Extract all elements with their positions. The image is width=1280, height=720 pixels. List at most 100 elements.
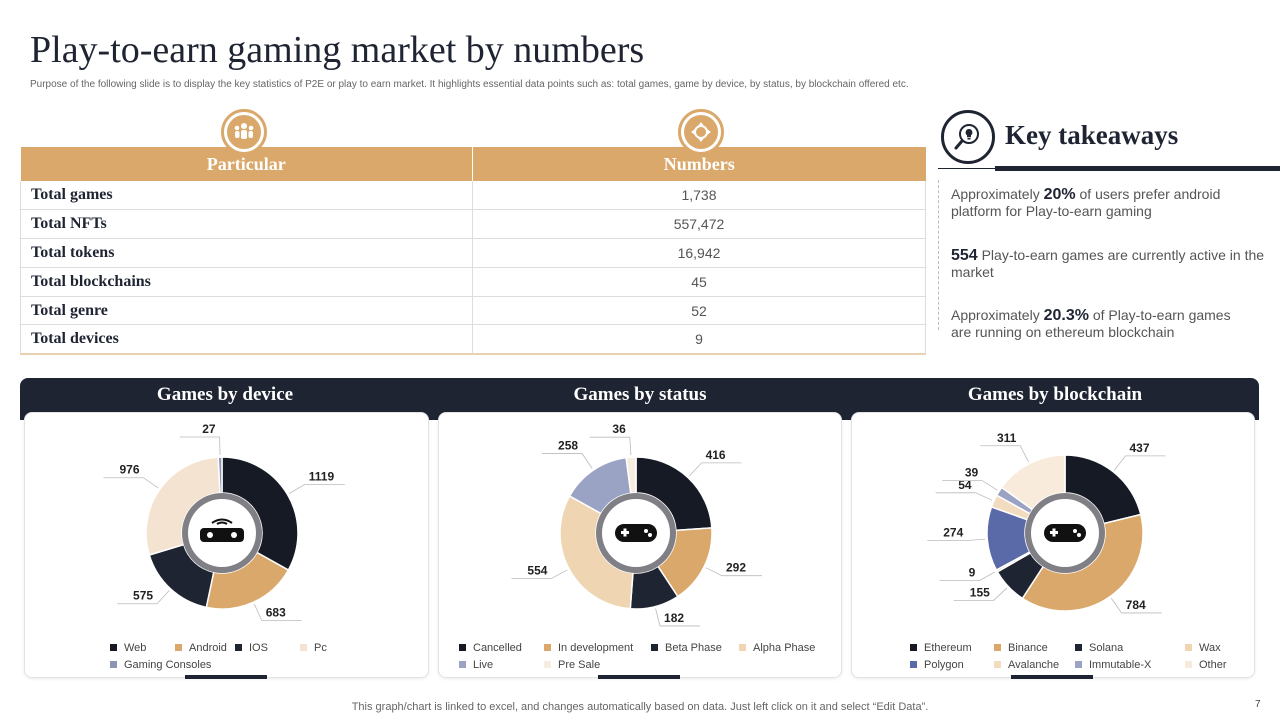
legend-label: Other xyxy=(1199,659,1227,671)
legend-item: Wax xyxy=(1185,642,1221,654)
legend-label: Gaming Consoles xyxy=(124,659,212,671)
leader-line xyxy=(939,571,996,582)
chart-title-status: Games by status xyxy=(573,384,707,405)
data-label: 554 xyxy=(527,563,547,577)
panel-accent-bar xyxy=(1011,675,1093,679)
divider xyxy=(938,168,998,169)
data-label: 258 xyxy=(558,439,578,453)
legend-label: Pre Sale xyxy=(558,659,601,671)
takeaway-item: Approximately 20% of users prefer androi… xyxy=(951,186,1221,219)
legend-label: Avalanche xyxy=(1008,659,1060,671)
row-label: Total devices xyxy=(20,324,473,355)
legend-label: Immutable-X xyxy=(1089,659,1152,671)
legend-label: Solana xyxy=(1089,642,1124,654)
people-icon xyxy=(221,109,267,155)
gamepad-icon xyxy=(615,524,657,542)
chart-panel-status: 416 292 182 554 258 36 Cancelled In developmen… xyxy=(438,412,842,678)
leader-line xyxy=(103,477,159,489)
legend-item: Gaming Consoles xyxy=(110,659,211,671)
legend-item: Pc xyxy=(300,642,327,654)
data-label: 416 xyxy=(706,448,726,462)
leader-line xyxy=(655,608,701,627)
footer-note: This graph/chart is linked to excel, and… xyxy=(351,701,929,713)
divider xyxy=(995,166,1280,171)
legend-item: Binance xyxy=(994,642,1048,654)
page-title: Play-to-earn gaming market by numbers xyxy=(30,29,645,71)
data-label: 274 xyxy=(943,526,963,540)
chart-panel-blockchain: 437 784 155 9 274 54 39 311 Ethereum Binance Sola… xyxy=(851,412,1255,678)
row-value: 45 xyxy=(472,267,926,297)
legend-label: Beta Phase xyxy=(665,642,722,654)
legend-item: Other xyxy=(1185,659,1227,671)
data-label: 1119 xyxy=(309,469,335,483)
row-value: 9 xyxy=(472,324,926,355)
data-label: 976 xyxy=(119,463,139,477)
key-takeaways-title: Key takeaways xyxy=(1005,120,1179,150)
gamepad-icon xyxy=(1044,524,1086,542)
legend-swatch xyxy=(994,644,1001,651)
leader-line xyxy=(179,436,221,456)
legend-item: Ethereum xyxy=(910,642,972,654)
legend-swatch xyxy=(651,644,658,651)
column-header-numbers: Numbers xyxy=(472,147,926,181)
vr-headset-icon xyxy=(200,518,244,542)
legend-swatch xyxy=(235,644,242,651)
donut-chart-device: 1119 683 575 976 27 xyxy=(103,422,345,621)
legend-swatch xyxy=(459,644,466,651)
leader-line xyxy=(935,492,993,501)
leader-line xyxy=(589,436,632,456)
leader-line xyxy=(511,569,568,579)
leader-line xyxy=(289,484,345,494)
table-row: Total tokens 16,942 xyxy=(20,238,926,268)
divider xyxy=(938,180,939,330)
takeaway-item: 554 Play-to-earn games are currently act… xyxy=(951,247,1265,280)
row-label: Total genre xyxy=(20,296,473,326)
row-label: Total tokens xyxy=(20,238,473,268)
legend-item: IOS xyxy=(235,642,268,654)
table-row: Total games 1,738 xyxy=(20,181,926,211)
leader-line xyxy=(542,453,593,469)
leader-line xyxy=(980,445,1029,462)
row-value: 557,472 xyxy=(472,209,926,240)
legend-item: Pre Sale xyxy=(544,659,600,671)
data-label: 784 xyxy=(1126,598,1146,612)
data-label: 683 xyxy=(266,605,286,619)
legend-label: IOS xyxy=(249,642,268,654)
legend-item: Avalanche xyxy=(994,659,1059,671)
legend-label: Live xyxy=(473,659,494,671)
statistics-table: Particular Numbers Total games 1,738 Tota… xyxy=(20,109,926,355)
legend-item: Android xyxy=(175,642,227,654)
legend-label: Polygon xyxy=(924,659,964,671)
row-label: Total blockchains xyxy=(20,267,473,297)
data-label: 292 xyxy=(726,561,746,575)
legend-label: Alpha Phase xyxy=(753,642,816,654)
row-value: 52 xyxy=(472,296,926,326)
takeaway-item: Approximately 20.3% of Play-to-earn game… xyxy=(951,307,1231,340)
data-label: 311 xyxy=(997,431,1017,445)
legend-swatch xyxy=(1185,661,1192,668)
legend-swatch xyxy=(1075,661,1082,668)
legend-swatch xyxy=(910,644,917,651)
leader-line xyxy=(953,587,1008,601)
legend-swatch xyxy=(175,644,182,651)
leader-line xyxy=(705,567,762,577)
page-subtitle: Purpose of the following slide is to dis… xyxy=(30,79,909,90)
data-label: 9 xyxy=(969,566,976,580)
legend-item: Immutable-X xyxy=(1075,659,1151,671)
legend-item: Cancelled xyxy=(459,642,522,654)
legend-swatch xyxy=(544,644,551,651)
data-label: 36 xyxy=(612,422,626,436)
legend-label: Pc xyxy=(314,642,327,654)
legend-item: Polygon xyxy=(910,659,964,671)
chart-title-blockchain: Games by blockchain xyxy=(967,384,1143,405)
panel-accent-bar xyxy=(185,675,267,679)
legend-label: In development xyxy=(558,642,634,654)
legend-swatch xyxy=(910,661,917,668)
legend-label: Cancelled xyxy=(473,642,522,654)
chart-title-device: Games by device xyxy=(156,384,294,405)
legend-swatch xyxy=(459,661,466,668)
legend-item: Solana xyxy=(1075,642,1123,654)
legend-swatch xyxy=(1075,644,1082,651)
legend-label: Android xyxy=(189,642,227,654)
arrows-cycle-icon xyxy=(678,109,724,155)
